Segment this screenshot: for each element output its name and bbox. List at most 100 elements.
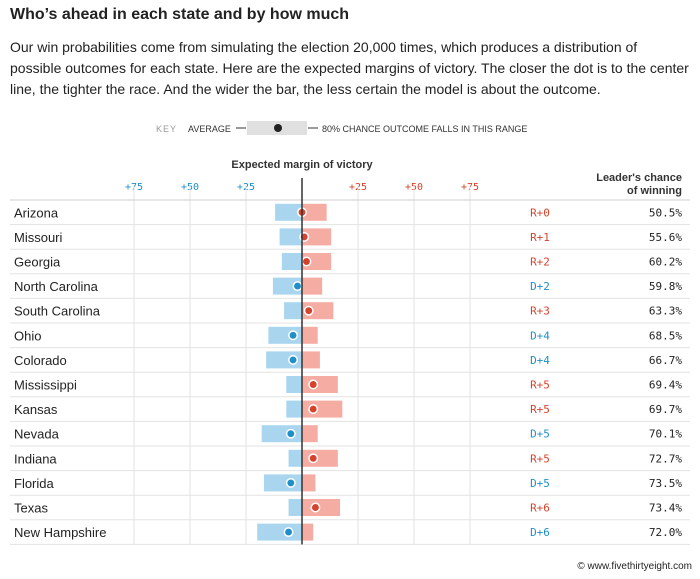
range-bar-dem — [288, 499, 302, 516]
table-row: Georgia R+2 60.2% — [14, 253, 682, 270]
margin-chart: KEY AVERAGE 80% CHANCE OUTCOME FALLS IN … — [10, 121, 690, 545]
axis-title: Expected margin of victory — [231, 159, 373, 171]
average-dot — [308, 379, 319, 390]
chance-label: 63.3% — [649, 305, 682, 318]
table-row: Kansas R+5 69.7% — [14, 400, 682, 418]
key-range-label: 80% CHANCE OUTCOME FALLS IN THIS RANGE — [322, 124, 527, 134]
table-row: Colorado D+4 66.7% — [14, 351, 682, 369]
margin-label: R+1 — [530, 231, 550, 244]
range-bar-dem — [281, 253, 302, 270]
average-dot — [303, 305, 314, 316]
state-label: Ohio — [14, 328, 41, 343]
range-bar-dem — [288, 449, 302, 467]
state-label: Nevada — [14, 427, 60, 442]
range-bar-rep — [302, 425, 318, 443]
range-bar-rep — [302, 499, 341, 516]
chance-label: 70.1% — [649, 428, 682, 441]
margin-label: D+4 — [530, 329, 550, 342]
state-label: Texas — [14, 501, 48, 516]
chance-header-line1: Leader's chance — [596, 172, 682, 184]
state-label: North Carolina — [14, 279, 99, 294]
table-row: New Hampshire D+6 72.0% — [14, 523, 682, 541]
page-title: Who’s ahead in each state and by how muc… — [10, 6, 350, 23]
chance-label: 72.7% — [649, 452, 682, 465]
range-bar-rep — [302, 203, 327, 221]
table-row: Indiana R+5 72.7% — [14, 449, 682, 467]
state-label: Florida — [14, 476, 55, 491]
chance-label: 73.4% — [649, 502, 682, 515]
state-label: Arizona — [14, 205, 59, 220]
table-row: Florida D+5 73.5% — [14, 474, 682, 492]
average-dot — [288, 330, 298, 341]
chart-key: KEY AVERAGE 80% CHANCE OUTCOME FALLS IN … — [156, 121, 527, 135]
chance-header-line2: of winning — [627, 185, 682, 197]
margin-label: R+5 — [530, 379, 550, 392]
range-bar-rep — [302, 400, 343, 418]
range-bar-rep — [302, 277, 323, 295]
average-dot — [308, 404, 319, 415]
chance-label: 59.8% — [649, 280, 682, 293]
margin-label: R+6 — [530, 502, 550, 515]
range-bar-rep — [302, 449, 338, 467]
range-bar-dem — [263, 474, 302, 492]
average-dot — [292, 281, 303, 292]
chance-label: 72.0% — [649, 526, 682, 539]
state-label: Colorado — [14, 353, 67, 368]
average-dot — [283, 527, 294, 538]
chance-label: 55.6% — [649, 231, 682, 244]
table-row: Mississippi R+5 69.4% — [14, 376, 682, 393]
table-row: Texas R+6 73.4% — [14, 499, 682, 516]
chance-label: 73.5% — [649, 477, 682, 490]
chance-label: 60.2% — [649, 256, 682, 269]
state-label: Indiana — [14, 451, 57, 466]
margin-label: R+5 — [530, 403, 550, 416]
range-bar-rep — [302, 523, 314, 541]
table-row: Arizona R+0 50.5% — [14, 203, 682, 221]
chance-label: 50.5% — [649, 206, 682, 219]
key-average-label: AVERAGE — [188, 124, 231, 134]
credit: © www.fivethirtyeight.com — [577, 561, 692, 572]
margin-label: R+0 — [530, 206, 550, 219]
range-bar-rep — [302, 351, 320, 369]
margin-label: D+5 — [530, 477, 550, 490]
chance-label: 69.7% — [649, 403, 682, 416]
key-average-dot — [274, 124, 282, 132]
key-label: KEY — [156, 124, 177, 134]
average-dot — [285, 477, 296, 488]
range-bar-rep — [302, 228, 332, 246]
margin-label: R+5 — [530, 452, 550, 465]
table-row: North Carolina D+2 59.8% — [14, 277, 682, 295]
table-row: Missouri R+1 55.6% — [14, 228, 682, 246]
state-label: Georgia — [14, 255, 61, 270]
margin-label: D+5 — [530, 428, 550, 441]
range-bar-dem — [284, 302, 302, 320]
margin-label: R+2 — [530, 256, 550, 269]
range-bar-rep — [302, 376, 338, 393]
range-bar-dem — [257, 523, 302, 541]
range-bar-rep — [302, 326, 318, 344]
range-bar-dem — [261, 425, 302, 443]
range-bar-dem — [286, 400, 302, 418]
range-bar-rep — [302, 253, 332, 270]
average-dot — [310, 502, 321, 513]
page-subtitle: Our win probabilities come from simulati… — [10, 39, 689, 97]
range-bar-dem — [272, 277, 302, 295]
chance-label: 69.4% — [649, 379, 682, 392]
average-dot — [301, 256, 312, 267]
range-bar-dem — [279, 228, 302, 246]
state-label: New Hampshire — [14, 525, 106, 540]
table-row: Nevada D+5 70.1% — [14, 425, 682, 443]
table-row: Ohio D+4 68.5% — [14, 326, 682, 344]
range-bar-rep — [302, 474, 316, 492]
range-bar-dem — [286, 376, 302, 393]
state-label: South Carolina — [14, 304, 101, 319]
chance-label: 66.7% — [649, 354, 682, 367]
state-label: Missouri — [14, 230, 63, 245]
range-bar-dem — [275, 203, 302, 221]
state-label: Mississippi — [14, 378, 77, 393]
grid-lines — [10, 185, 690, 545]
chance-label: 68.5% — [649, 329, 682, 342]
margin-label: D+4 — [530, 354, 550, 367]
margin-label: D+2 — [530, 280, 550, 293]
average-dot — [308, 453, 319, 464]
